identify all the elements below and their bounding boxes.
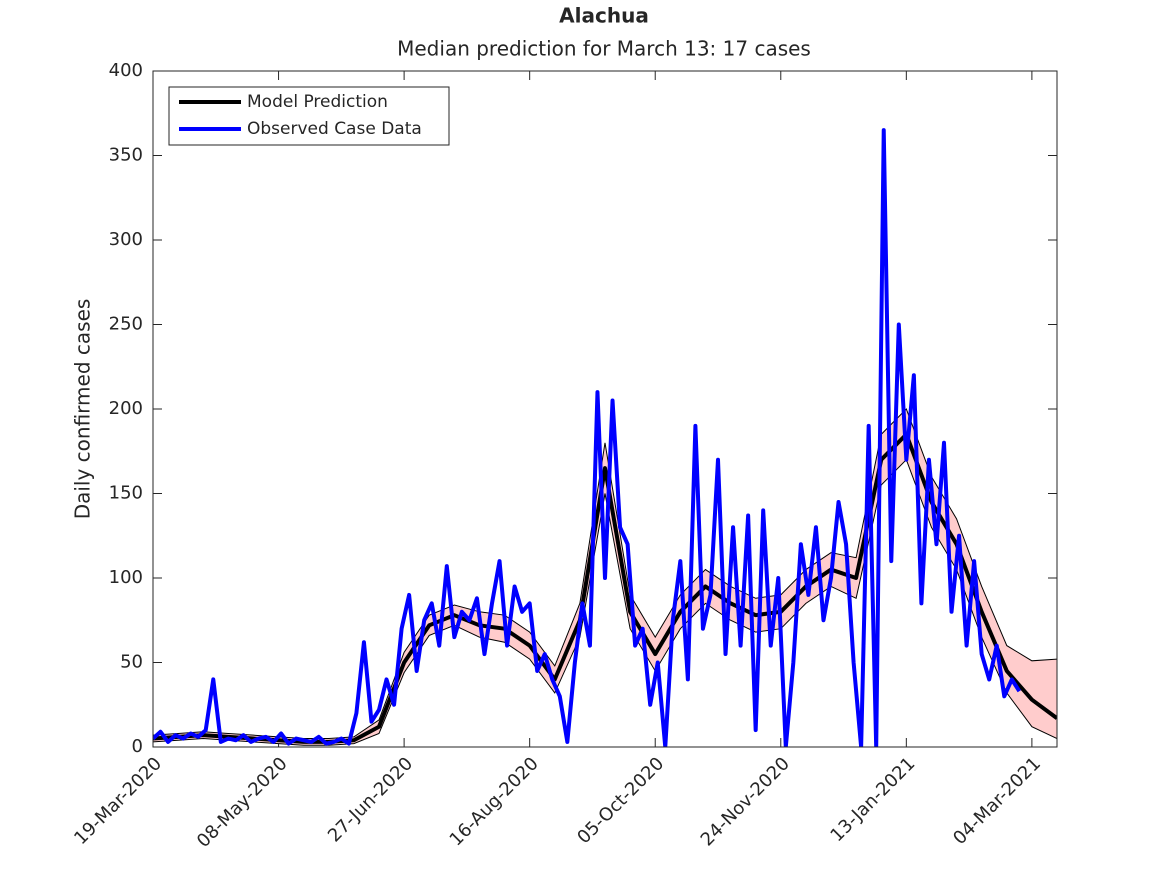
legend-label: Observed Case Data — [247, 119, 422, 139]
y-tick-label: 100 — [109, 567, 143, 588]
y-tick-label: 200 — [109, 398, 143, 419]
plot-frame — [152, 70, 1058, 748]
chart-subtitle: Median prediction for March 13: 17 cases — [397, 37, 811, 61]
plot — [153, 128, 1057, 747]
x-tick-label: 16-Aug-2020 — [446, 753, 543, 850]
x-tick-label: 24-Nov-2020 — [697, 753, 794, 850]
series-line — [153, 128, 1022, 747]
y-tick-label: 250 — [109, 314, 143, 335]
y-tick-label: 50 — [120, 652, 143, 673]
y-tick-label: 300 — [109, 229, 143, 250]
y-tick-label: 350 — [109, 145, 143, 166]
x-tick-label: 13-Jan-2021 — [826, 753, 919, 846]
x-tick-label: 05-Oct-2020 — [573, 753, 668, 848]
legend-label: Model Prediction — [247, 92, 388, 112]
x-tick-label: 19-Mar-2020 — [70, 753, 166, 849]
y-tick-label: 150 — [109, 483, 143, 504]
legend-box — [168, 86, 450, 146]
y-tick-label: 400 — [109, 60, 143, 81]
x-tick-label: 04-Mar-2021 — [949, 753, 1045, 849]
chart-title: Alachua — [559, 4, 649, 28]
x-tick-label: 27-Jun-2020 — [324, 753, 417, 846]
x-tick-label: 08-May-2020 — [193, 753, 292, 852]
y-axis-label: Daily confirmed cases — [71, 299, 95, 520]
y-tick-label: 0 — [132, 736, 143, 757]
